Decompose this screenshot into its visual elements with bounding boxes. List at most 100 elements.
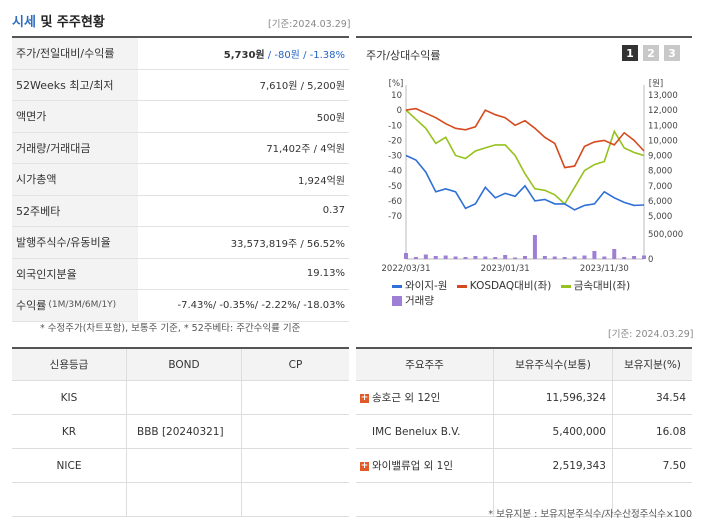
holder-shares: 11,596,324 <box>493 380 613 415</box>
summary-label: 52주베타 <box>12 195 138 226</box>
left-tick-label: -70 <box>388 212 402 222</box>
table-row: + 송호근 외 12인 11,596,324 34.54 <box>356 380 692 415</box>
left-tick-label: -10 <box>388 121 402 131</box>
volume-bar <box>404 253 408 259</box>
summary-row-beta: 52주베타 0.37 <box>12 195 349 227</box>
table-row: KIS <box>12 380 349 415</box>
right-tick-label: 11,000 <box>648 121 678 131</box>
left-tick-label: -40 <box>388 167 402 177</box>
table-cell <box>126 448 242 483</box>
table-header-row: 주요주주 보유주식수(보통) 보유지분(%) <box>356 348 692 381</box>
column-header: 보유지분(%) <box>612 348 692 381</box>
volume-bar <box>443 255 448 259</box>
volume-tick-label: 500,000 <box>648 230 683 240</box>
right-tick-label: 5,000 <box>648 212 672 222</box>
left-tick-label: -30 <box>388 152 402 162</box>
holders-footnote: * 보유지분 : 보유지분주식수/자수산정주식수×100 <box>488 509 692 520</box>
volume-bar <box>473 256 478 259</box>
summary-label: 거래량/거래대금 <box>12 132 138 163</box>
table-cell: NICE <box>12 448 127 483</box>
summary-row-52weeks: 52Weeks 최고/최저 7,610원 / 5,200원 <box>12 69 349 101</box>
summary-label: 발행주식수/유동비율 <box>12 227 138 258</box>
legend-label: KOSDAQ대비(좌) <box>469 280 552 292</box>
table-cell <box>126 380 242 415</box>
expand-plus-icon[interactable]: + <box>360 392 369 403</box>
summary-label: 시가총액 <box>12 164 138 195</box>
holder-name: IMC Benelux B.V. <box>372 425 461 438</box>
table-row: KR BBB [20240321] <box>12 414 349 449</box>
price-value: 5,730원 <box>223 49 265 61</box>
column-header: BOND <box>126 348 242 381</box>
holder-pct: 34.54 <box>612 380 692 415</box>
chart-title: 주가/상대수익률 <box>366 49 441 62</box>
chart-tab-2[interactable]: 2 <box>643 45 659 61</box>
right-tick-label: 8,000 <box>648 167 672 177</box>
legend-item-s2: KOSDAQ대비(좌) <box>456 280 552 292</box>
volume-bar <box>433 256 438 259</box>
right-tick-label: 12,000 <box>648 106 678 116</box>
table-cell <box>356 482 494 517</box>
volume-bar <box>632 256 637 259</box>
summary-value: 5,730원 / -80원 / -1.38% <box>138 46 349 61</box>
table-cell <box>126 482 242 517</box>
column-header: 주요주주 <box>356 348 494 381</box>
column-header: 신용등급 <box>12 348 127 381</box>
right-tick-label: 6,000 <box>648 197 672 207</box>
holder-shares: 5,400,000 <box>493 414 613 449</box>
summary-label: 외국인지분율 <box>12 258 138 289</box>
base-date: [기준:2024.03.29] <box>268 19 351 30</box>
holder-name-cell: + 송호근 외 12인 <box>356 380 494 415</box>
series-line-kosdaq <box>405 107 645 169</box>
volume-bar <box>582 255 587 259</box>
chart-tab-1[interactable]: 1 <box>622 45 638 61</box>
returns-label-sub: (1M/3M/6M/1Y) <box>48 300 117 311</box>
returns-label: 수익률 <box>16 299 47 313</box>
table-cell <box>493 482 613 517</box>
legend-label: 거래량 <box>405 295 434 307</box>
summary-row-volume: 거래량/거래대금 71,402주 / 4억원 <box>12 132 349 164</box>
table-cell <box>12 482 127 517</box>
legend-label: 금속대비(좌) <box>573 280 631 292</box>
volume-bar <box>523 256 527 259</box>
volume-bar <box>483 256 488 259</box>
volume-bar <box>493 257 498 259</box>
section-title: 시세 및 주주현황 <box>12 11 105 30</box>
expand-plus-icon[interactable]: + <box>360 460 369 471</box>
legend-label: 와이지-원 <box>405 280 448 292</box>
volume-bar <box>562 257 567 259</box>
price-change: / -80원 / -1.38% <box>264 49 345 61</box>
holder-name: 와이밸류업 외 1인 <box>372 460 453 472</box>
series-line-price <box>405 154 645 211</box>
chart-legend: 와이지-원 KOSDAQ대비(좌) 금속대비(좌) 거래량 <box>392 279 636 309</box>
volume-bar <box>453 256 458 259</box>
table-cell <box>241 380 349 415</box>
summary-value: 1,924억원 <box>297 175 345 187</box>
volume-bar <box>612 249 617 259</box>
summary-row-shares: 발행주식수/유동비율 33,573,819주 / 56.52% <box>12 227 349 259</box>
left-tick-label: 10 <box>391 91 402 101</box>
left-axis-unit: [%] <box>389 79 404 89</box>
volume-bar <box>513 257 518 259</box>
summary-value: 71,402주 / 4억원 <box>266 144 345 156</box>
credit-rating-table: 신용등급 BOND CP KIS KR BBB [20240321] NICE <box>12 347 349 517</box>
holder-shares: 2,519,343 <box>493 448 613 483</box>
summary-label: 액면가 <box>12 101 138 132</box>
table-cell: KR <box>12 414 127 449</box>
section-title-accent: 시세 <box>12 15 36 30</box>
table-cell: KIS <box>12 380 127 415</box>
volume-bar <box>413 257 418 259</box>
summary-row-marketcap: 시가총액 1,924억원 <box>12 164 349 196</box>
summary-label: 수익률 (1M/3M/6M/1Y) <box>12 290 138 321</box>
left-tick-label: -20 <box>388 136 402 146</box>
summary-row-returns: 수익률 (1M/3M/6M/1Y) -7.43%/ -0.35%/ -2.22%/… <box>12 290 349 322</box>
volume-bar <box>642 255 646 259</box>
chart-tab-3[interactable]: 3 <box>664 45 680 61</box>
right-tick-label: 10,000 <box>648 136 678 146</box>
left-tick-label: -60 <box>388 197 402 207</box>
x-tick-label: 2022/03/31 <box>382 264 431 274</box>
holder-pct: 7.50 <box>612 448 692 483</box>
table-row <box>356 482 692 517</box>
section-title-rest: 및 주주현황 <box>35 15 105 30</box>
table-row: IMC Benelux B.V. 5,400,000 16.08 <box>356 414 692 449</box>
table-row: + 와이밸류업 외 1인 2,519,343 7.50 <box>356 448 692 483</box>
